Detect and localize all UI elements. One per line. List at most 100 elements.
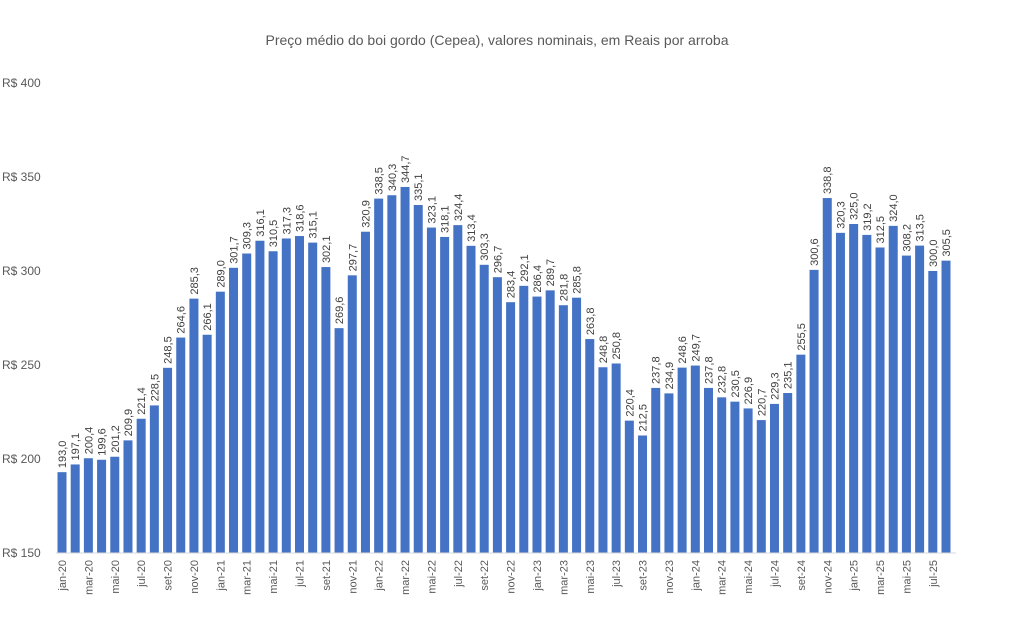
bar <box>97 459 107 553</box>
x-tick-label: jan-24 <box>690 560 702 592</box>
x-tick-label: jan-22 <box>374 560 386 592</box>
y-tick-label: R$ 350 <box>2 170 41 184</box>
x-tick-label: jul-21 <box>294 560 306 588</box>
bar <box>558 305 568 553</box>
data-label: 269,6 <box>334 297 346 325</box>
bar <box>136 418 146 553</box>
bar <box>321 267 331 553</box>
data-label: 338,5 <box>374 167 386 195</box>
bar <box>545 290 555 553</box>
bar <box>532 296 542 553</box>
data-label: 312,5 <box>875 216 887 244</box>
data-label: 305,5 <box>941 229 953 257</box>
x-tick-label: jan-23 <box>532 560 544 592</box>
y-tick-label: R$ 150 <box>2 546 41 560</box>
x-tick-label: jul-23 <box>611 560 623 588</box>
bar <box>479 264 489 553</box>
y-tick-label: R$ 400 <box>2 76 41 90</box>
bar <box>519 285 529 553</box>
data-label: 283,4 <box>506 271 518 299</box>
bar <box>123 440 133 553</box>
data-label: 335,1 <box>413 173 425 201</box>
bar <box>202 334 212 553</box>
data-label: 197,1 <box>70 433 82 461</box>
x-tick-label: nov-21 <box>347 560 359 594</box>
bar <box>83 458 93 553</box>
bar <box>413 205 423 553</box>
bar <box>255 240 265 553</box>
x-tick-label: set-21 <box>321 560 333 591</box>
y-axis: R$ 150 R$ 200 R$ 250 R$ 300 R$ 350 R$ 400 <box>2 76 41 560</box>
bar <box>690 365 700 553</box>
data-label: 325,0 <box>849 192 861 220</box>
data-label: 250,8 <box>611 332 623 360</box>
data-label: 234,9 <box>664 362 676 390</box>
chart-title: Preço médio do boi gordo (Cepea), valore… <box>265 32 728 48</box>
x-tick-label: mar-23 <box>558 560 570 595</box>
bar <box>796 354 806 553</box>
data-label: 263,8 <box>585 308 597 336</box>
bar <box>585 339 595 553</box>
data-label: 303,3 <box>479 233 491 261</box>
bar <box>901 255 911 554</box>
x-tick-label: jan-25 <box>849 560 861 592</box>
data-label: 300,6 <box>809 238 821 266</box>
x-tick-label: jul-20 <box>136 560 148 588</box>
bar <box>875 247 885 553</box>
data-label: 300,0 <box>928 239 940 267</box>
bars <box>57 186 951 554</box>
data-label: 320,9 <box>360 200 372 228</box>
data-label: 249,7 <box>690 334 702 362</box>
x-tick-label: mar-20 <box>83 560 95 595</box>
bar <box>756 420 766 553</box>
x-tick-label: mar-22 <box>400 560 412 595</box>
x-tick-label: mai-24 <box>743 560 755 594</box>
x-tick-label: set-23 <box>638 560 650 591</box>
bar <box>611 363 621 553</box>
data-label: 237,8 <box>704 356 716 384</box>
data-label: 232,8 <box>717 366 729 394</box>
bar <box>268 251 278 553</box>
y-tick-label: R$ 300 <box>2 264 41 278</box>
bar <box>862 234 872 554</box>
bar <box>400 186 410 554</box>
bar <box>453 225 463 554</box>
bar <box>308 242 318 553</box>
data-label: 320,3 <box>835 201 847 229</box>
x-tick-label: set-24 <box>796 560 808 591</box>
data-label: 323,1 <box>426 196 438 224</box>
bar <box>110 456 120 553</box>
bar <box>189 298 199 553</box>
bar <box>769 403 779 553</box>
bar <box>783 393 793 553</box>
data-label: 309,3 <box>242 222 254 250</box>
data-label: 296,7 <box>492 246 504 274</box>
data-label: 285,8 <box>572 266 584 294</box>
data-label: 324,0 <box>888 194 900 222</box>
data-label: 344,7 <box>400 155 412 183</box>
data-label: 209,9 <box>123 409 135 437</box>
bar <box>360 231 370 553</box>
data-label: 220,7 <box>756 389 768 417</box>
data-label: 193,0 <box>57 441 69 469</box>
x-tick-label: mai-23 <box>585 560 597 594</box>
data-label: 297,7 <box>347 244 359 272</box>
x-tick-label: nov-22 <box>506 560 518 594</box>
bar <box>215 291 225 553</box>
data-label: 289,7 <box>545 259 557 287</box>
y-tick-label: R$ 200 <box>2 452 41 466</box>
data-label: 237,8 <box>651 356 663 384</box>
bar <box>888 225 898 553</box>
data-label: 317,3 <box>281 207 293 235</box>
bar <box>242 253 252 554</box>
data-label: 212,5 <box>638 404 650 432</box>
bar <box>743 408 753 553</box>
bar <box>624 420 634 553</box>
data-label: 292,1 <box>519 254 531 282</box>
bar <box>572 297 582 553</box>
data-label: 319,2 <box>862 203 874 231</box>
data-label: 285,3 <box>189 267 201 295</box>
bar <box>229 267 239 553</box>
data-label: 264,6 <box>176 306 188 334</box>
x-tick-label: set-20 <box>163 560 175 591</box>
